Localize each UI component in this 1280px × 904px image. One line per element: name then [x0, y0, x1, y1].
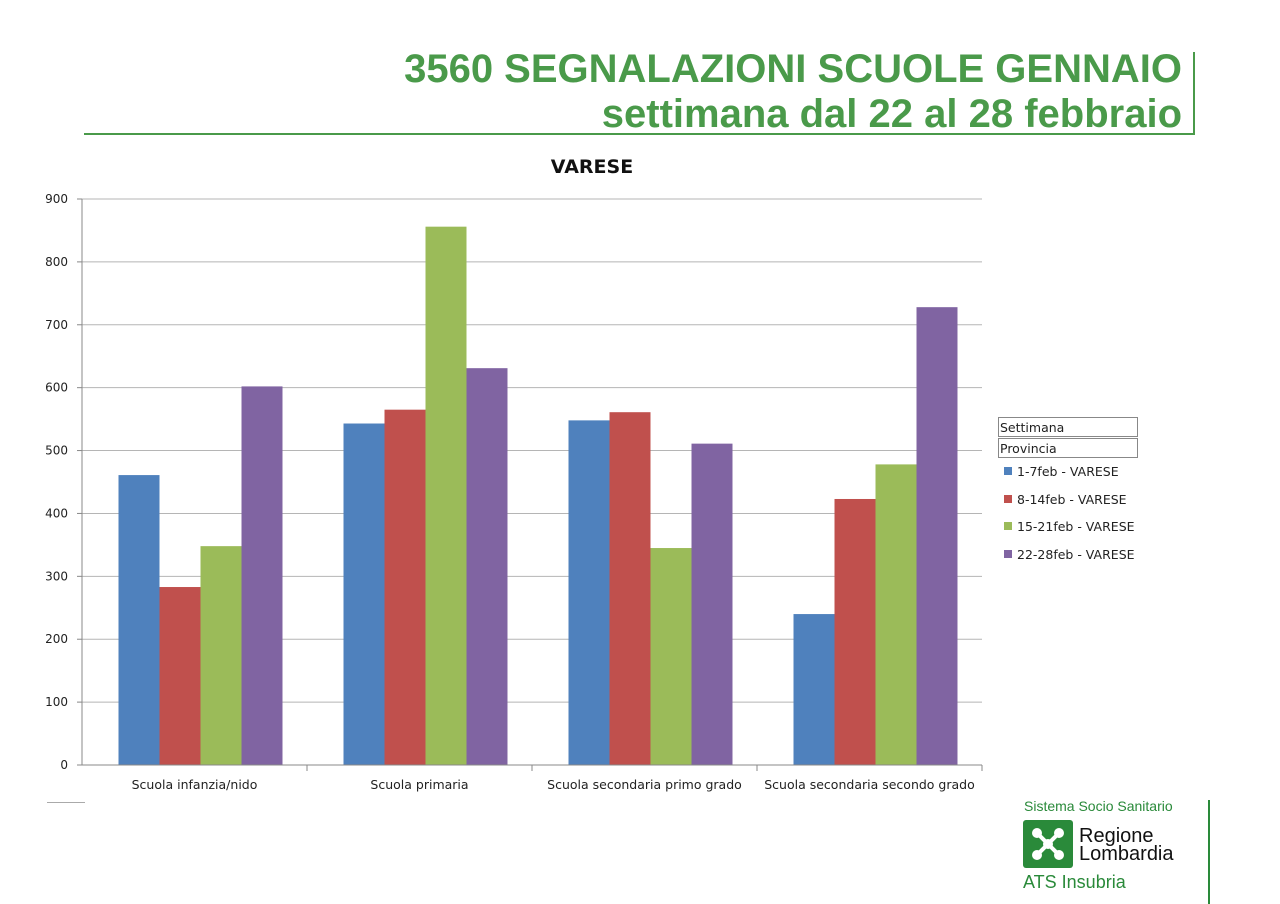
bar: [118, 475, 160, 765]
legend-swatch: [1004, 467, 1012, 475]
logo-subtitle: ATS Insubria: [1023, 872, 1126, 892]
legend-label: 1-7feb - VARESE: [1017, 464, 1119, 479]
header-divider-horizontal: [84, 133, 1195, 135]
chart-title: VARESE: [551, 156, 633, 178]
y-tick-label: 700: [45, 318, 68, 332]
x-category-label: Scuola secondaria primo grado: [547, 777, 742, 792]
bar: [200, 546, 242, 765]
legend-header-settimana: Settimana: [998, 417, 1138, 437]
bar: [384, 409, 426, 765]
y-tick-label: 600: [45, 381, 68, 395]
bar: [343, 423, 385, 765]
bar: [159, 587, 201, 765]
page-title: 3560 SEGNALAZIONI SCUOLE GENNAIO: [404, 47, 1182, 91]
logo-line2: Lombardia: [1079, 843, 1174, 865]
header-divider-vertical: [1193, 52, 1195, 134]
bar: [875, 464, 917, 765]
legend-label: 15-21feb - VARESE: [1017, 519, 1135, 534]
x-category-label: Scuola primaria: [370, 777, 468, 792]
bar: [834, 498, 876, 765]
bar: [241, 386, 283, 765]
logo-line1: Regione: [1079, 825, 1154, 847]
bar: [916, 307, 958, 765]
y-tick-label: 900: [45, 192, 68, 206]
bar: [650, 548, 692, 765]
bar: [466, 368, 508, 765]
bar: [568, 420, 610, 765]
legend-swatch: [1004, 494, 1012, 503]
legend-item: 15-21feb - VARESE: [1004, 519, 1135, 535]
y-tick-label: 100: [45, 695, 68, 709]
y-tick-label: 500: [45, 444, 68, 458]
legend-item: 22-28feb - VARESE: [1004, 547, 1135, 563]
x-category-label: Scuola secondaria secondo grado: [764, 777, 975, 792]
legend-item: 1-7feb - VARESE: [1004, 464, 1119, 480]
page-subtitle: settimana dal 22 al 28 febbraio: [601, 92, 1182, 136]
y-tick-label: 200: [45, 632, 68, 646]
legend-label: 8-14feb - VARESE: [1017, 491, 1127, 507]
y-tick-label: 400: [45, 506, 68, 520]
legend-swatch: [1004, 522, 1012, 530]
legend-item: 8-14feb - VARESE: [1004, 492, 1127, 508]
y-tick-label: 300: [45, 569, 68, 583]
regione-lombardia-rose-icon: [1023, 820, 1073, 868]
logo-divider: [1208, 800, 1210, 904]
chart-artifact: [47, 802, 85, 805]
logo-supertitle: Sistema Socio Sanitario: [1024, 798, 1173, 814]
bar: [609, 412, 651, 765]
y-tick-label: 0: [60, 758, 68, 772]
x-category-label: Scuola infanzia/nido: [132, 777, 258, 792]
legend-swatch: [1004, 549, 1012, 558]
bar: [793, 614, 835, 765]
bar: [425, 226, 467, 765]
legend-label: 22-28feb - VARESE: [1017, 546, 1135, 562]
y-tick-label: 800: [45, 255, 68, 269]
legend-header-provincia: Provincia: [998, 438, 1138, 458]
bar: [691, 443, 733, 765]
